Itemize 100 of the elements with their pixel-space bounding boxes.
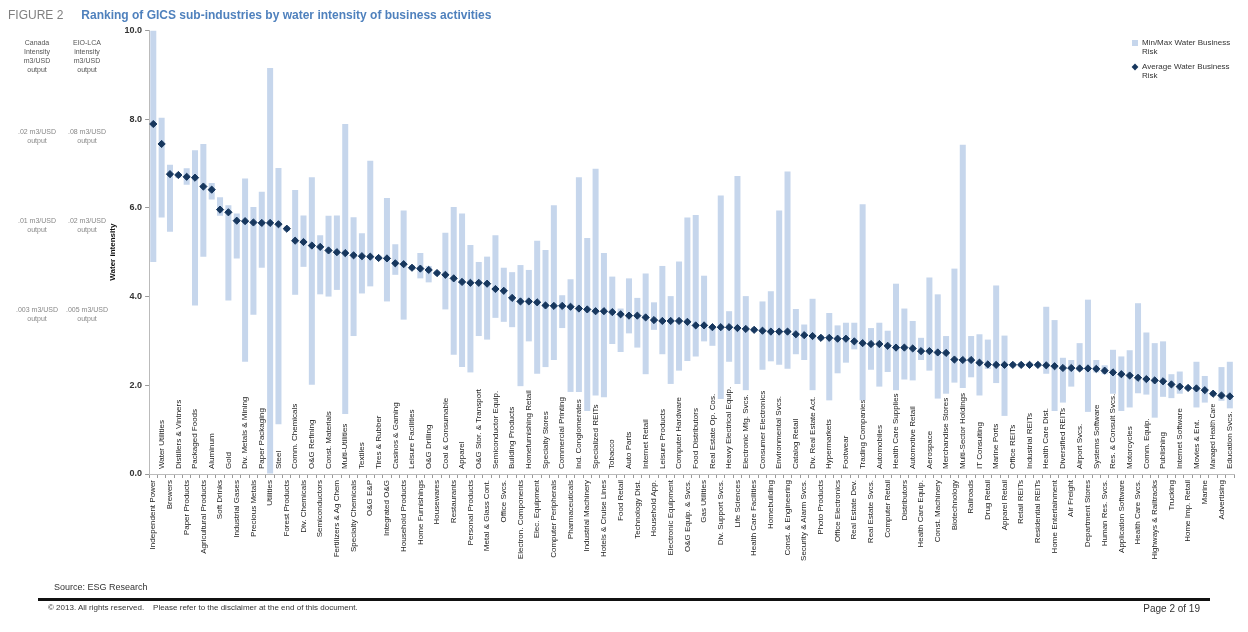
x-tick-label: Gas Utilities [699, 480, 709, 523]
bar [976, 334, 983, 396]
bar [292, 190, 299, 295]
x-tick-label: Health Care Facilities [749, 480, 759, 557]
bar [784, 171, 791, 369]
bar [1151, 343, 1158, 418]
x-tick-label: Heavy Electrical Equip. [724, 386, 734, 469]
legend-label: Min/Max Water Business Risk [1142, 38, 1232, 56]
x-tick-label: Const. & Engineering [782, 480, 792, 556]
x-tick-label: Airport Svcs. [1074, 423, 1084, 469]
x-tick-label: O&G E&P [365, 480, 375, 517]
x-tick-label: Aluminum [206, 433, 216, 469]
x-tick-label: Home Imp. Retail [1183, 479, 1193, 542]
source-note: Source: ESG Research [54, 582, 149, 592]
x-tick-label: Application Software [1116, 479, 1126, 553]
x-tick-label: Homebuilding [766, 480, 776, 529]
x-tick-label: Real Estate Dev. [849, 480, 859, 540]
bar [901, 308, 908, 380]
x-tick-label: Fertilizers & Ag Chem [332, 479, 342, 558]
x-tick-label: Restaurants [448, 480, 458, 524]
bar [342, 124, 349, 415]
y-tick-label: 2.0 [129, 379, 143, 390]
y-axis-title: Water intensity [108, 223, 117, 281]
x-tick-label: Home Furnishings [415, 480, 425, 545]
x-tick-label: Industrial Gases [231, 480, 241, 538]
x-tick-label: Gold [223, 452, 233, 469]
x-tick-label: Drug Retail [983, 479, 993, 521]
bar [600, 253, 607, 398]
x-tick-label: Apparel Retail [999, 479, 1009, 531]
bar [692, 214, 699, 357]
bar [475, 261, 482, 337]
x-tick-label: IT Consulting [974, 422, 984, 469]
x-tick-label: Highways & Railtracks [1149, 480, 1159, 560]
bar [250, 206, 257, 315]
bar [350, 217, 357, 337]
bar [859, 204, 866, 401]
x-tick-label: Independent Power [148, 479, 158, 550]
bar [717, 195, 724, 400]
x-tick-label: Railroads [966, 480, 976, 514]
x-tick-label: Div. Metals & Mining [240, 396, 250, 469]
x-tick-label: Tobacco [607, 438, 617, 469]
x-tick-label: Leisure Products [657, 408, 667, 469]
x-tick-label: Food Distributors [690, 408, 700, 469]
x-tick-label: Precious Metals [248, 480, 258, 537]
bar [267, 68, 274, 474]
bar [609, 276, 616, 345]
bar [150, 30, 157, 262]
x-tick-label: Textiles [357, 442, 367, 469]
bar [534, 240, 541, 374]
bar [584, 238, 591, 412]
x-tick-label: Movies & Ent. [1191, 419, 1201, 469]
x-tick-label: Specialty Chemicals [348, 480, 358, 553]
x-tick-label: Div. Real Estate Act. [807, 396, 817, 469]
bar [242, 178, 249, 362]
y-tick-label: 0.0 [129, 468, 143, 479]
x-tick-label: Computer Hardware [674, 396, 684, 469]
bar [934, 294, 941, 399]
x-tick-label: Soft Drinks [215, 480, 225, 520]
x-tick-label: Const. Materials [323, 411, 333, 469]
x-tick-label: Trading Companies [857, 399, 867, 469]
x-tick-label: Coal & Consumable [440, 397, 450, 469]
x-tick-label: Office REITs [1008, 424, 1018, 469]
bar [926, 277, 933, 371]
bar [1001, 335, 1008, 416]
bar [200, 143, 207, 257]
x-tick-label: Specialty Stores [540, 411, 550, 469]
x-tick-label: Distributors [899, 480, 909, 521]
bar [1051, 320, 1058, 412]
x-tick-label: Res. & Consult Svcs. [1108, 393, 1118, 469]
x-tick-label: Specialized REITs [590, 404, 600, 469]
bar [1143, 332, 1150, 395]
x-tick-label: Office Electronics [832, 480, 842, 543]
x-tick-label: Trucking [1166, 480, 1176, 511]
x-tick-label: Steel [273, 450, 283, 469]
bar [701, 275, 708, 342]
text: Page 2 of 19 [1143, 603, 1200, 614]
y-tick-label: 8.0 [129, 113, 143, 124]
x-tick-label: Commercial Printing [557, 396, 567, 469]
bar [166, 164, 173, 232]
bar [442, 232, 449, 310]
bar [575, 177, 582, 392]
x-tick-label: Elec. Equipment [532, 479, 542, 539]
x-tick-label: Environmental Svcs. [774, 396, 784, 469]
x-tick-label: Forest Products [282, 480, 292, 537]
x-tick-label: Human Res. Svcs. [1099, 480, 1109, 547]
x-tick-label: Housewares [432, 480, 442, 525]
x-tick-label: Tires & Rubber [373, 415, 383, 469]
x-tick-label: Household Products [398, 480, 408, 553]
bar [767, 291, 774, 362]
x-tick-label: Household App. [649, 480, 659, 537]
bar [459, 213, 466, 368]
x-tick-label: Auto Parts [624, 431, 634, 469]
x-tick-label: Pharmaceuticals [565, 480, 575, 540]
x-tick-label: Comm. Chemicals [290, 403, 300, 469]
x-tick-label: Industrial REITs [1024, 412, 1034, 469]
bar [993, 285, 1000, 384]
bar [192, 150, 199, 306]
x-tick-label: Packaged Foods [190, 408, 200, 469]
x-tick-label: Agricultural Products [198, 480, 208, 554]
x-tick-label: Electronic Equipment [665, 479, 675, 556]
